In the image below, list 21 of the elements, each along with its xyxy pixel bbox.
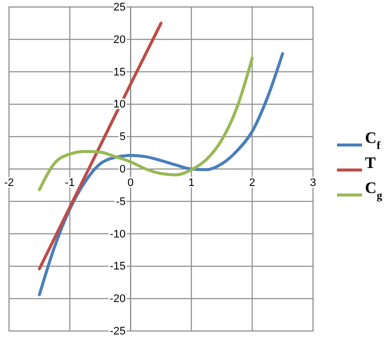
line-series (38, 56, 254, 192)
x-tick-label: 1 (188, 176, 194, 189)
x-tick-label: 2 (249, 176, 256, 189)
y-tick-label: -20 (110, 293, 126, 306)
y-tick-label: 25 (113, 2, 126, 14)
y-tick-label: -15 (110, 260, 126, 273)
x-tick-label: 0 (128, 176, 134, 189)
line-series (38, 22, 162, 270)
x-tick-label: 3 (310, 176, 316, 189)
legend-label: C$_{f}$ (365, 130, 381, 152)
y-tick-label: 15 (113, 66, 126, 78)
y-tick-label: 0 (119, 164, 126, 176)
y-tick-label: -5 (116, 196, 126, 208)
y-tick-label: -10 (110, 228, 126, 240)
y-tick-label: -25 (110, 326, 126, 338)
x-tick-label: -2 (4, 176, 14, 189)
y-tick-label: 5 (119, 131, 126, 144)
legend-label: C$_{g}$ (365, 180, 383, 202)
x-tick-label: -1 (64, 176, 75, 189)
legend-label: T (365, 155, 376, 172)
y-tick-label: 20 (113, 34, 126, 46)
